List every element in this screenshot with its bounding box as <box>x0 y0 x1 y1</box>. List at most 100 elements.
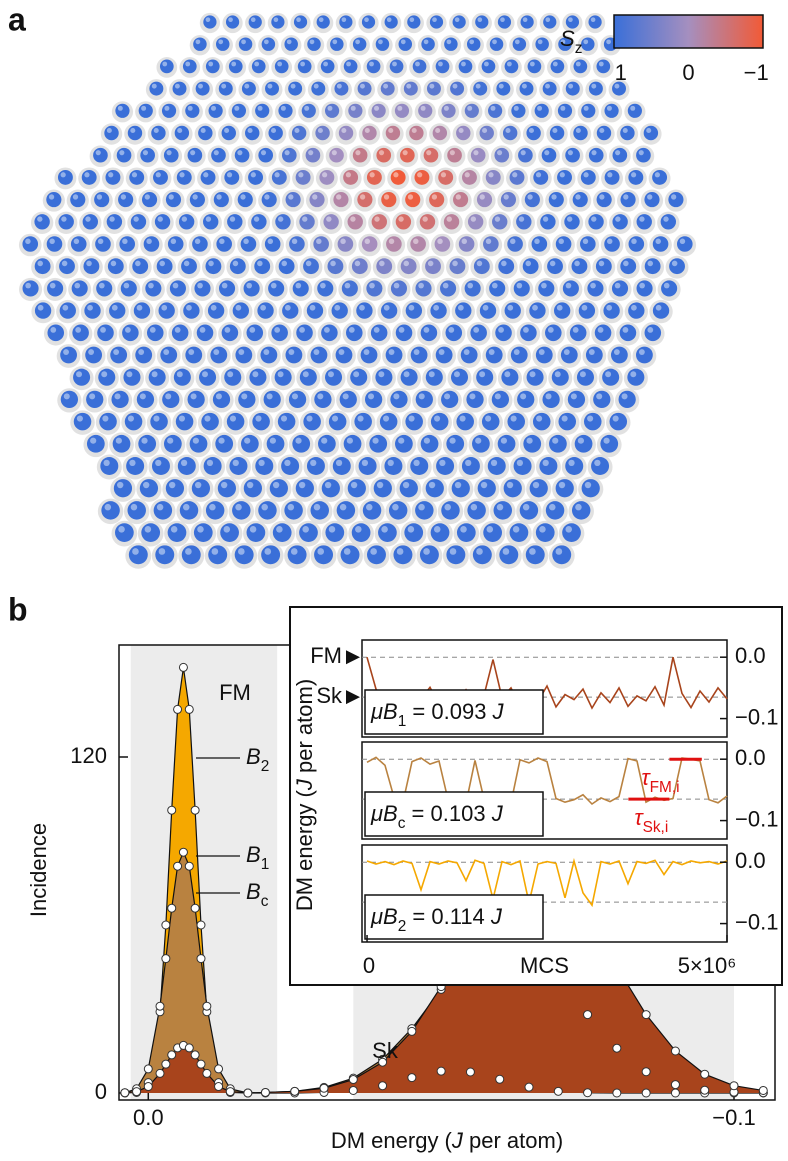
spin <box>293 15 308 29</box>
spin-highlight <box>486 526 494 533</box>
spin-highlight <box>60 172 66 178</box>
spin <box>193 523 213 542</box>
spin <box>191 479 211 498</box>
spin-highlight <box>108 172 114 178</box>
spin <box>162 390 180 409</box>
y-tick-label: 120 <box>70 743 107 768</box>
spin-highlight <box>350 481 358 489</box>
spin-highlight <box>449 150 455 156</box>
spin-highlight <box>583 105 589 111</box>
spin <box>351 523 371 542</box>
spin <box>115 103 130 118</box>
spin <box>234 147 250 163</box>
spin <box>576 368 594 386</box>
spin-highlight <box>372 437 379 444</box>
spin <box>497 15 512 29</box>
spin-highlight <box>316 238 322 244</box>
spin <box>313 236 329 252</box>
data-point <box>700 1069 710 1079</box>
spin <box>485 346 503 364</box>
spin <box>450 368 469 386</box>
spin <box>295 169 311 185</box>
data-point <box>407 1026 417 1036</box>
spin-highlight <box>544 150 550 156</box>
spin <box>449 258 466 275</box>
spin-highlight <box>313 349 320 356</box>
spin-highlight <box>521 83 527 89</box>
spin-highlight <box>583 39 589 45</box>
spin-highlight <box>393 282 400 289</box>
spin-highlight <box>655 304 662 311</box>
spin-highlight <box>479 371 486 378</box>
data-point <box>348 1085 358 1095</box>
spin-highlight <box>469 39 475 45</box>
spin <box>357 81 372 96</box>
spin <box>652 302 670 319</box>
spin-highlight <box>470 503 478 511</box>
spin <box>255 457 274 475</box>
colorbar-title: Sz <box>560 26 582 57</box>
data-point <box>436 1066 446 1076</box>
data-point <box>729 1081 739 1091</box>
spin <box>60 346 77 364</box>
spin <box>578 302 596 319</box>
spin <box>571 258 588 275</box>
spin-highlight <box>567 150 573 156</box>
y-tick-label: −0.1 <box>735 909 778 934</box>
spin <box>305 147 321 163</box>
spin-highlight <box>473 150 479 156</box>
spin-highlight <box>364 238 371 244</box>
spin <box>358 457 377 475</box>
label-box <box>364 689 544 735</box>
panel-param-label-part: c <box>398 815 406 832</box>
spin <box>535 37 549 51</box>
spin <box>338 125 354 141</box>
spin-highlight <box>378 150 385 156</box>
spin <box>350 368 368 386</box>
spin <box>81 169 97 185</box>
spin-highlight <box>603 437 610 444</box>
data-point <box>155 1068 165 1078</box>
spin-highlight <box>309 304 316 311</box>
spin-highlight <box>313 83 319 89</box>
spin <box>34 302 52 319</box>
spin-highlight <box>605 371 612 378</box>
spin-highlight <box>267 83 273 89</box>
spin <box>604 169 620 185</box>
spin-highlight <box>552 61 558 67</box>
spin <box>492 214 508 230</box>
spin <box>299 368 317 386</box>
spin <box>488 103 503 118</box>
spin <box>86 390 104 409</box>
spin-highlight <box>452 260 458 267</box>
colorbar-title-part: z <box>575 40 583 57</box>
spin <box>272 523 292 542</box>
spin <box>241 81 256 96</box>
spin <box>436 457 455 475</box>
spin-highlight <box>359 304 365 311</box>
spin-highlight <box>482 304 489 311</box>
spin-highlight <box>587 415 594 422</box>
spin <box>99 412 117 431</box>
spin-highlight <box>560 39 566 45</box>
spin <box>464 103 479 118</box>
spin <box>473 81 488 96</box>
spin <box>205 501 225 520</box>
spin-highlight <box>545 17 551 22</box>
spin <box>161 103 177 118</box>
spin <box>676 236 693 252</box>
interval-label-part: FM,i <box>650 779 680 796</box>
spin-highlight <box>647 327 654 333</box>
spin <box>542 81 557 96</box>
spin <box>235 346 253 364</box>
spin-highlight <box>631 238 637 244</box>
spin <box>271 15 285 29</box>
spin <box>340 545 360 565</box>
spin-highlight <box>413 459 420 466</box>
spin-highlight <box>582 238 589 244</box>
spin-highlight <box>392 61 397 67</box>
spin <box>208 103 223 118</box>
panel-param-label-part: J <box>491 801 504 826</box>
panel-param-label-part: J <box>492 699 505 724</box>
spin-highlight <box>438 61 443 67</box>
